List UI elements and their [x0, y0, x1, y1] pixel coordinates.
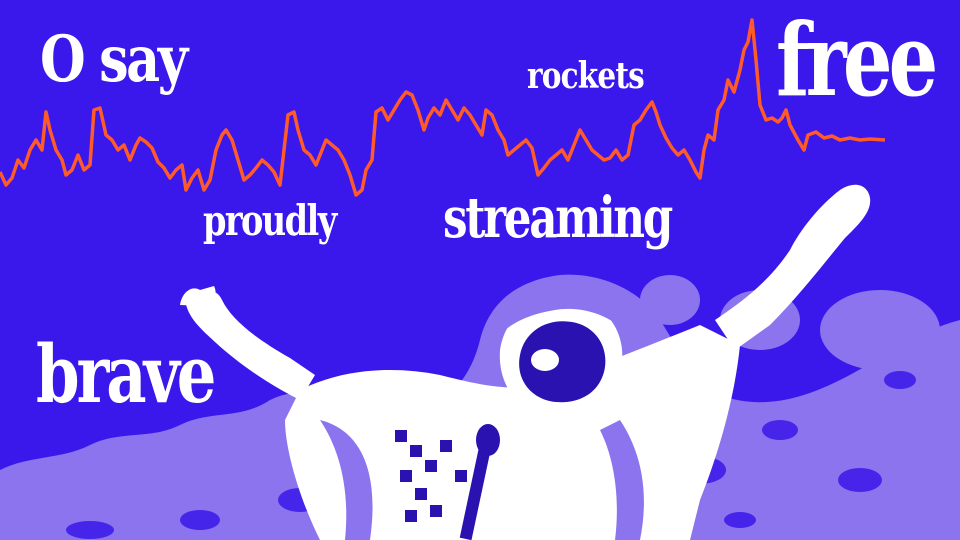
streaming-trend-line — [0, 18, 886, 197]
word-streaming: streaming — [443, 185, 673, 251]
microphone-icon — [459, 424, 500, 540]
word-rockets: rockets — [527, 55, 645, 97]
word-o-say: O say — [40, 22, 188, 97]
singer-with-raised-arms-icon — [180, 184, 871, 540]
word-proudly: proudly — [203, 196, 337, 245]
word-free: free — [776, 1, 938, 119]
word-brave: brave — [36, 327, 216, 421]
